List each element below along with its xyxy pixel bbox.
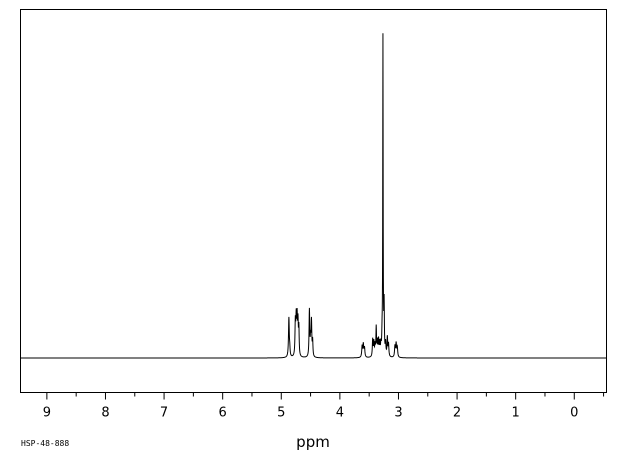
x-tick-label: 6 xyxy=(219,406,227,421)
x-tick-label: 4 xyxy=(336,406,344,421)
x-tick-label: 8 xyxy=(101,406,109,421)
x-tick-label: 5 xyxy=(277,406,285,421)
x-axis-label: ppm xyxy=(296,433,330,451)
x-tick-label: 1 xyxy=(512,406,520,421)
x-tick-label: 9 xyxy=(43,406,51,421)
x-tick-label: 3 xyxy=(394,406,402,421)
x-tick-label: 7 xyxy=(160,406,168,421)
spectrum-trace xyxy=(20,33,607,359)
x-axis-ticks: 9 8 7 6 5 4 3 2 1 0 xyxy=(43,392,605,421)
plot-frame xyxy=(20,9,607,393)
x-tick-label: 2 xyxy=(453,406,461,421)
spectrum-id-label: HSP-48-888 xyxy=(21,439,69,448)
x-tick-label: 0 xyxy=(570,406,578,421)
